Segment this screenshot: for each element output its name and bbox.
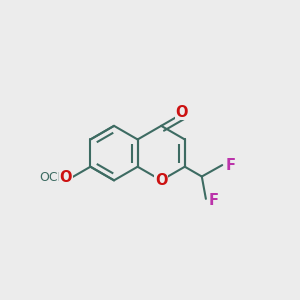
Text: O: O	[155, 173, 167, 188]
Text: O: O	[176, 104, 188, 119]
Text: F: F	[209, 193, 219, 208]
Text: OCH₃: OCH₃	[39, 171, 72, 184]
Text: F: F	[226, 158, 236, 172]
Text: O: O	[59, 170, 72, 185]
